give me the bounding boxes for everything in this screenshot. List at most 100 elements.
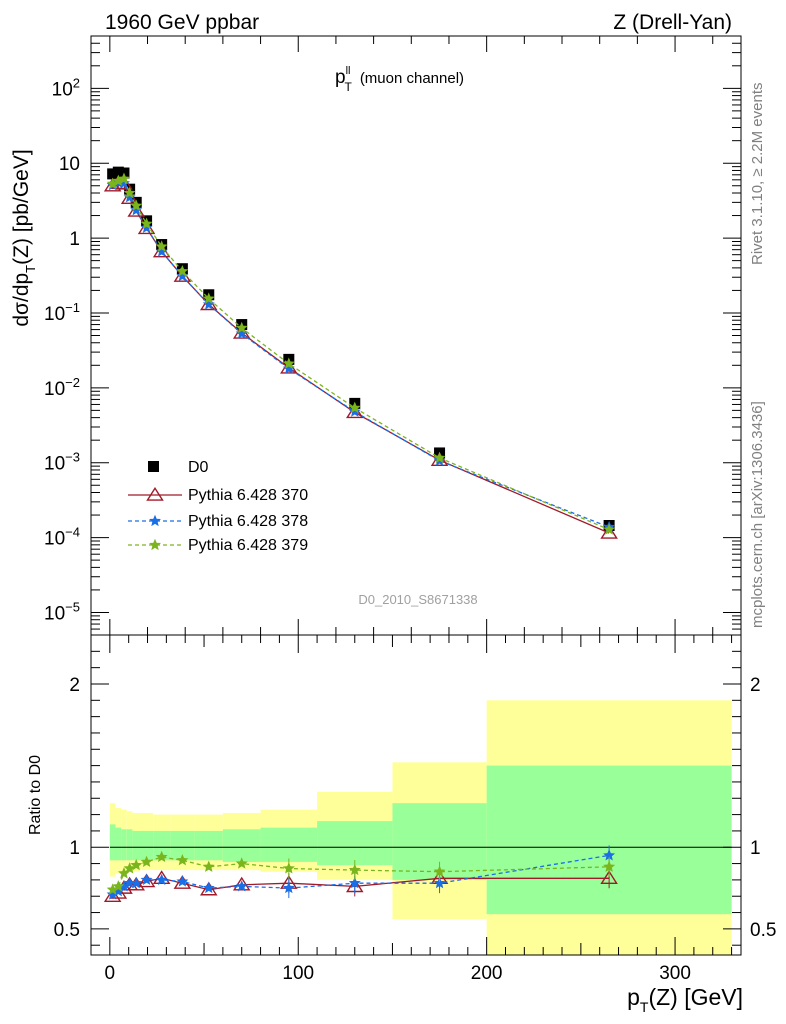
main-point-378-5 [140, 221, 153, 233]
legend-label-py379: Pythia 6.428 379 [188, 537, 308, 554]
ratio-point-370-8 [199, 881, 218, 896]
main-point-379-6 [155, 240, 168, 252]
ratio-point-370-13 [600, 870, 618, 885]
main-ytick-label: 10−1 [44, 300, 80, 325]
main-ytick-label: 102 [52, 75, 80, 100]
ratio-point-379-5 [140, 855, 153, 868]
main-point-379-9 [235, 321, 248, 334]
main-point-378-7 [176, 269, 189, 282]
ratio-band-inner [153, 830, 171, 861]
legend: D0 Pythia 6.428 370 Pythia 6.428 378 Pyt… [128, 459, 308, 554]
ratio-xtick-label: 200 [471, 963, 503, 984]
main-point-379-11 [348, 401, 361, 413]
main-point-379-2 [117, 172, 130, 184]
legend-label-d0: D0 [188, 459, 209, 476]
legend-marker-py378 [149, 514, 161, 527]
main-line-379 [112, 177, 610, 531]
main-point-379-8 [202, 292, 215, 304]
main-y-tick-labels: 102 10 1 10−1 10−2 10−3 10−4 10−5 [44, 75, 80, 624]
legend-triangle-py370 [146, 486, 164, 501]
ratio-point-379-8 [202, 860, 215, 872]
ratio-ytick-label-right: 0.5 [750, 920, 776, 941]
main-point-378-8 [202, 298, 215, 310]
ratio-point-370-6 [152, 870, 171, 885]
main-ytick-label: 10 [59, 154, 80, 175]
ratio-point-378-7 [176, 875, 189, 887]
main-point-370-3 [120, 190, 139, 205]
main-ytick-label: 10−2 [44, 375, 80, 400]
ratio-ytick-label-right: 2 [750, 675, 761, 696]
ratio-tick-labels: 2 2 1 1 0.5 0.5 0 100 200 300 [54, 675, 777, 984]
legend-label-py370: Pythia 6.428 370 [188, 487, 308, 504]
main-point-d0-1 [112, 166, 124, 178]
main-point-378-11 [348, 405, 361, 417]
ratio-band-inner [260, 827, 318, 862]
main-point-378-3 [123, 191, 136, 203]
legend-marker-py370 [146, 486, 164, 501]
ratio-band-inner [222, 829, 261, 862]
ratio-point-370-0 [103, 888, 122, 902]
ratio-point-379-13 [603, 860, 616, 872]
ratio-point-370-9 [232, 876, 251, 891]
ratio-point-379-7 [176, 854, 189, 866]
main-point-378-4 [130, 204, 143, 216]
side-label-mcplots: mcplots.cern.ch [arXiv:1306.3436] [749, 401, 766, 628]
main-point-379-13 [603, 523, 616, 535]
ratio-band-inner [139, 830, 154, 861]
ratio-point-379-10 [282, 862, 295, 874]
ratio-xtick-label: 0 [105, 963, 116, 984]
main-series-378 [106, 176, 616, 533]
header-right: Z (Drell-Yan) [613, 11, 732, 34]
ratio-ytick-label-left: 0.5 [54, 920, 80, 941]
ratio-frame [90, 634, 742, 956]
ratio-band-inner [121, 829, 127, 861]
main-ytick-label: 10−4 [44, 525, 80, 550]
ratio-band-inner [317, 821, 393, 866]
main-series-370 [103, 175, 618, 539]
ratio-point-379-12 [433, 865, 446, 877]
main-point-378-6 [155, 245, 168, 257]
main-panel: 102 10 1 10−1 10−2 10−3 10−4 10−5 pll T (muon cha… [10, 35, 742, 636]
ratio-point-379-9 [235, 857, 248, 869]
main-point-379-4 [130, 199, 143, 211]
main-point-379-12 [433, 451, 446, 463]
ratio-xtick-label: 100 [282, 963, 314, 984]
main-ytick-label: 10−5 [44, 599, 80, 624]
legend-star-py378 [149, 514, 161, 527]
ratio-ytick-label-left: 2 [69, 675, 80, 696]
legend-marker-d0 [148, 461, 159, 472]
ratio-ytick-label-right: 1 [750, 838, 761, 859]
ratio-point-378-12 [433, 876, 446, 889]
main-series-d0 [107, 166, 615, 532]
main-y-axis-label: dσ/dpT(Z) [pb/GeV] [10, 149, 38, 326]
ratio-point-378-8 [202, 881, 215, 894]
ratio-point-378-10 [282, 881, 295, 894]
main-ytick-label: 10−3 [44, 450, 80, 475]
ratio-series-378 [106, 845, 616, 900]
ratio-band-inner [115, 827, 122, 861]
ratio-band-inner [132, 830, 140, 861]
ratio-uncertainty-bands [109, 700, 732, 955]
ratio-point-379-4 [130, 858, 143, 871]
legend-marker-py379 [149, 538, 161, 551]
ratio-ytick-label-left: 1 [69, 838, 80, 859]
main-line-370 [112, 182, 610, 534]
ratio-band-inner [486, 765, 732, 915]
legend-label-py378: Pythia 6.428 378 [188, 513, 308, 530]
header-left: 1960 GeV ppbar [105, 11, 259, 34]
ratio-point-378-6 [155, 873, 168, 885]
ratio-point-379-6 [155, 850, 168, 863]
ratio-point-378-11 [348, 876, 361, 889]
main-point-379-10 [282, 357, 295, 369]
main-point-379-3 [123, 186, 136, 199]
x-axis-label: pT(Z) [GeV] [627, 984, 743, 1015]
main-ytick-label: 1 [69, 229, 80, 250]
ratio-point-378-9 [235, 880, 248, 892]
main-point-379-7 [176, 265, 189, 277]
ratio-xtick-label: 300 [659, 963, 691, 984]
ratio-point-370-5 [137, 873, 156, 888]
ratio-band-inner [194, 830, 223, 861]
main-point-379-5 [140, 217, 153, 229]
ratio-point-379-1 [112, 880, 125, 892]
